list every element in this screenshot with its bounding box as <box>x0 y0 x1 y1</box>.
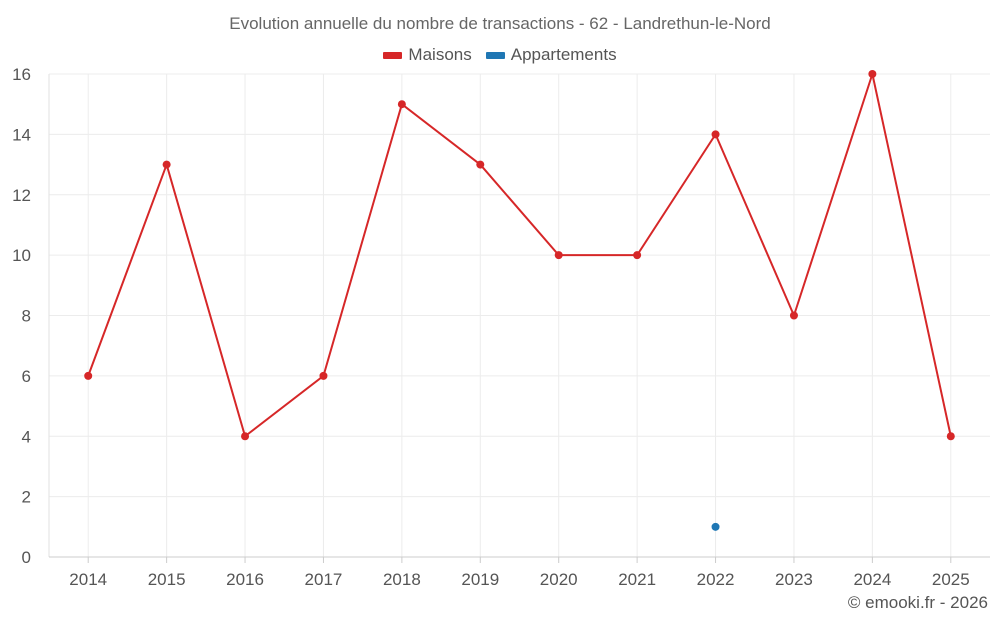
data-point-maisons[interactable] <box>397 100 406 109</box>
x-tick-label: 2014 <box>69 570 107 589</box>
data-point-appartements[interactable] <box>711 522 720 531</box>
legend-label-appartements: Appartements <box>510 45 617 64</box>
legend-swatch-maisons <box>383 51 403 59</box>
legend-item-appartements[interactable]: Appartements <box>485 45 617 65</box>
credit-text: © emooki.fr - 2026 <box>847 593 988 612</box>
y-tick-label: 6 <box>22 367 31 386</box>
data-point-maisons[interactable] <box>319 371 328 380</box>
legend-swatch-appartements <box>485 51 505 59</box>
x-tick-label: 2017 <box>305 570 343 589</box>
x-tick-label: 2015 <box>148 570 186 589</box>
data-point-maisons[interactable] <box>711 130 720 139</box>
data-point-maisons[interactable] <box>84 371 93 380</box>
x-tick-label: 2019 <box>461 570 499 589</box>
legend-item-maisons[interactable]: Maisons <box>383 45 472 65</box>
y-tick-label: 10 <box>12 246 31 265</box>
chart-legend: Maisons Appartements <box>0 45 1000 65</box>
x-tick-label: 2023 <box>775 570 813 589</box>
x-tick-label: 2021 <box>618 570 656 589</box>
x-tick-label: 2016 <box>226 570 264 589</box>
y-tick-label: 12 <box>12 186 31 205</box>
data-point-maisons[interactable] <box>476 160 485 169</box>
x-tick-label: 2025 <box>932 570 970 589</box>
data-point-maisons[interactable] <box>633 251 642 260</box>
data-point-maisons[interactable] <box>554 251 563 260</box>
data-point-maisons[interactable] <box>162 160 171 169</box>
y-tick-label: 4 <box>22 427 31 446</box>
x-tick-label: 2024 <box>853 570 891 589</box>
y-tick-label: 0 <box>22 548 31 567</box>
x-tick-label: 2020 <box>540 570 578 589</box>
data-point-maisons[interactable] <box>946 432 955 441</box>
data-point-maisons[interactable] <box>868 70 877 78</box>
y-tick-label: 14 <box>12 125 31 144</box>
x-tick-label: 2018 <box>383 570 421 589</box>
data-point-maisons[interactable] <box>789 311 798 320</box>
y-tick-label: 8 <box>22 307 31 326</box>
chart-title: Evolution annuelle du nombre de transact… <box>229 14 771 33</box>
x-tick-label: 2022 <box>697 570 735 589</box>
series-line-maisons <box>87 73 952 438</box>
legend-label-maisons: Maisons <box>408 45 472 64</box>
y-tick-label: 16 <box>12 65 31 84</box>
data-point-maisons[interactable] <box>241 432 250 441</box>
y-tick-label: 2 <box>22 488 31 507</box>
